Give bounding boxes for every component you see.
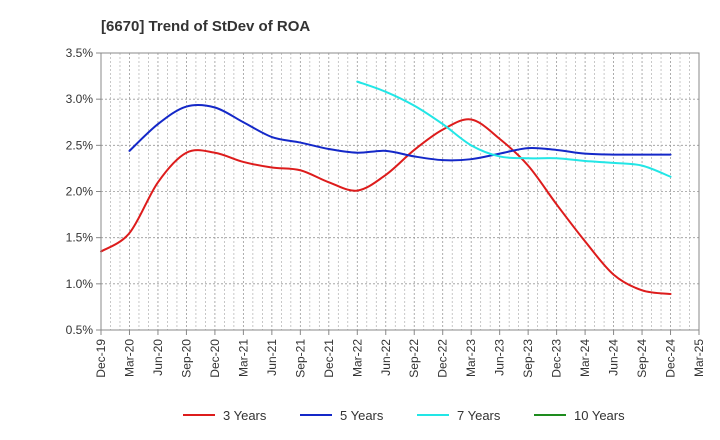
x-tick-label: Sep-21 bbox=[293, 339, 307, 378]
legend-label-3-years: 3 Years bbox=[223, 408, 267, 423]
x-tick-label: Jun-21 bbox=[265, 339, 279, 376]
x-tick-label: Dec-24 bbox=[664, 339, 678, 378]
x-axis: Dec-19 Mar-20 Jun-20 Sep-20 Dec-20 Mar-21 Jun-… bbox=[94, 330, 706, 378]
y-tick-label: 3.5% bbox=[66, 46, 94, 60]
y-tick-label: 1.5% bbox=[66, 231, 94, 245]
x-tick-label: Mar-22 bbox=[350, 339, 364, 377]
x-tick-label: Jun-24 bbox=[607, 339, 621, 376]
x-tick-label: Dec-22 bbox=[436, 339, 450, 378]
x-tick-label: Mar-23 bbox=[464, 339, 478, 377]
legend-label-5-years: 5 Years bbox=[340, 408, 384, 423]
y-axis: 0.5% 1.0% 1.5% 2.0% 2.5% 3.0% 3.5% bbox=[66, 46, 101, 337]
chart-title: [6670] Trend of StDev of ROA bbox=[101, 18, 310, 35]
x-tick-label: Sep-22 bbox=[407, 339, 421, 378]
y-tick-label: 2.0% bbox=[66, 185, 94, 199]
x-tick-label: Sep-24 bbox=[635, 339, 649, 378]
y-tick-label: 1.0% bbox=[66, 277, 94, 291]
series-line-3-years bbox=[100, 118, 672, 295]
legend-label-7-years: 7 Years bbox=[457, 408, 501, 423]
x-tick-label: Dec-20 bbox=[208, 339, 222, 378]
legend-label-10-years: 10 Years bbox=[574, 408, 625, 423]
x-tick-label: Dec-23 bbox=[550, 339, 564, 378]
x-tick-label: Mar-24 bbox=[578, 339, 592, 377]
x-tick-label: Jun-22 bbox=[379, 339, 393, 376]
x-tick-label: Jun-20 bbox=[151, 339, 165, 376]
x-tick-label: Mar-20 bbox=[122, 339, 136, 377]
series-line-7-years bbox=[356, 80, 672, 178]
grid bbox=[101, 53, 699, 330]
y-tick-label: 3.0% bbox=[66, 92, 94, 106]
x-tick-label: Sep-23 bbox=[521, 339, 535, 378]
x-tick-label: Mar-21 bbox=[236, 339, 250, 377]
y-tick-label: 2.5% bbox=[66, 138, 94, 152]
series-lines bbox=[100, 80, 672, 295]
x-tick-label: Mar-25 bbox=[692, 339, 706, 377]
x-tick-label: Jun-23 bbox=[493, 339, 507, 376]
x-tick-label: Dec-19 bbox=[94, 339, 108, 378]
y-tick-label: 0.5% bbox=[66, 323, 94, 337]
x-tick-label: Sep-20 bbox=[179, 339, 193, 378]
x-tick-label: Dec-21 bbox=[322, 339, 336, 378]
legend: 3 Years 5 Years 7 Years 10 Years bbox=[183, 408, 625, 423]
series-line-5-years bbox=[128, 103, 672, 162]
